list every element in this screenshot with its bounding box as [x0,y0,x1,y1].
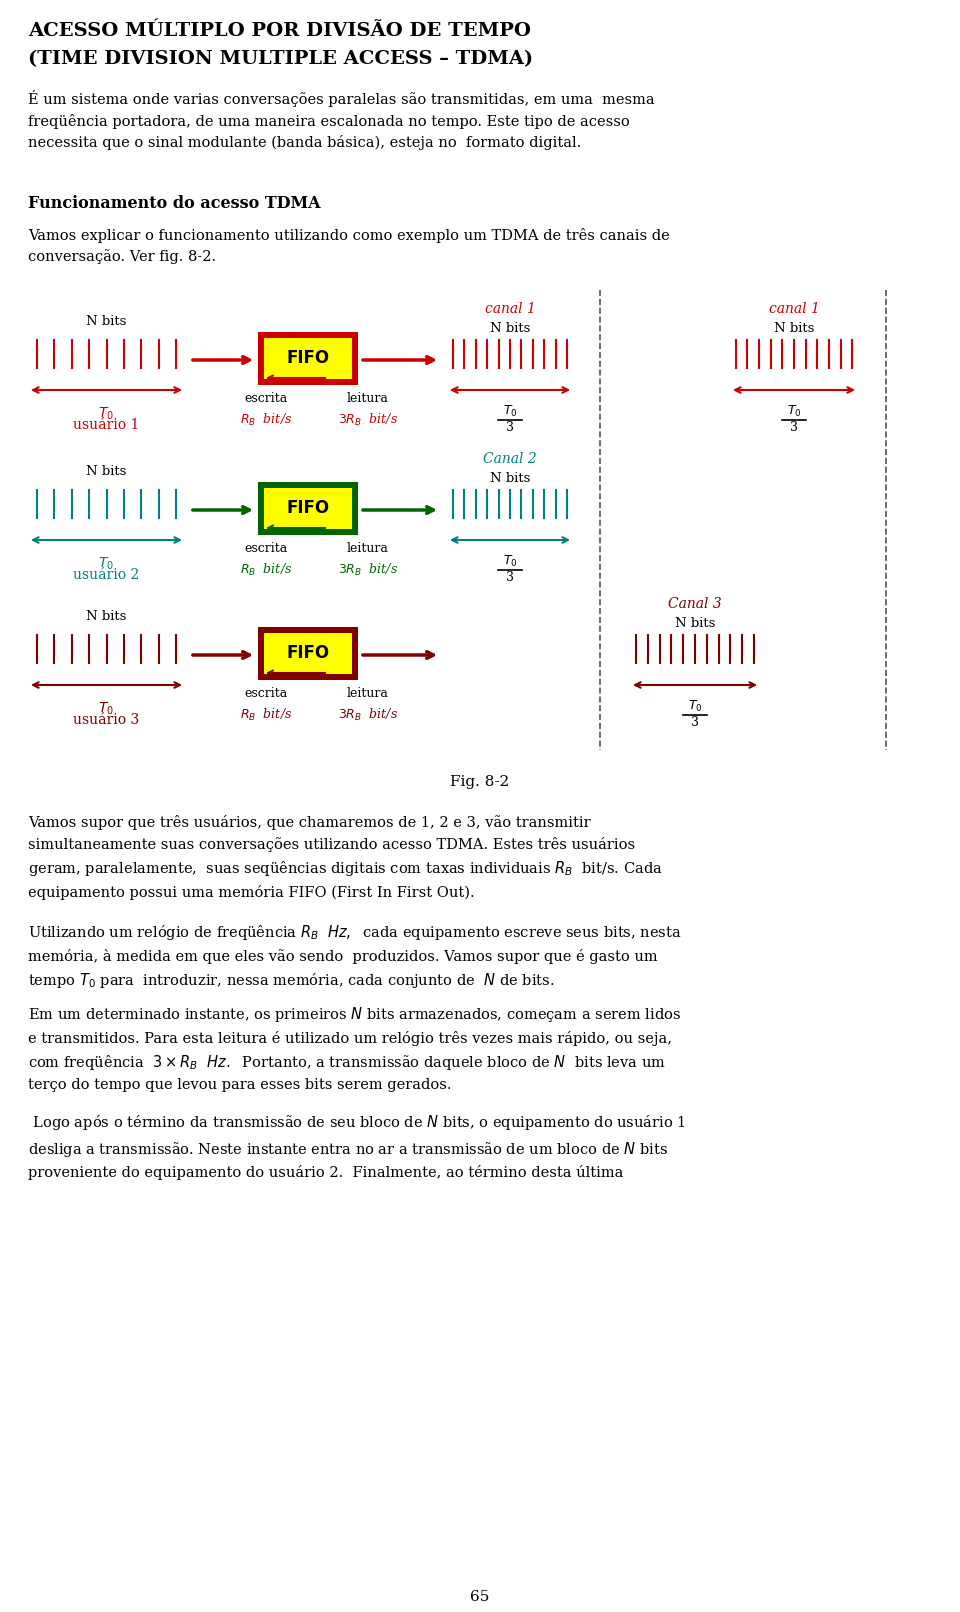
Text: $T_0$: $T_0$ [503,555,517,569]
Text: $T_0$: $T_0$ [503,405,517,419]
Text: FIFO: FIFO [286,350,329,368]
Text: (TIME DIVISION MULTIPLE ACCESS – TDMA): (TIME DIVISION MULTIPLE ACCESS – TDMA) [28,50,533,68]
Text: N bits: N bits [85,609,126,622]
Bar [264,488,352,529]
Text: 3: 3 [790,421,798,434]
Text: Funcionamento do acesso TDMA: Funcionamento do acesso TDMA [28,195,321,213]
Text: N bits: N bits [85,464,126,479]
Text: FIFO: FIFO [286,645,329,663]
Text: escrita: escrita [245,542,288,555]
Text: É um sistema onde varias conversações paralelas são transmitidas, em uma  mesma
: É um sistema onde varias conversações pa… [28,90,655,150]
Text: canal 1: canal 1 [769,301,820,316]
Text: escrita: escrita [245,687,288,700]
Text: Logo após o término da transmissão de seu bloco de $N$ bits, o equipamento do us: Logo após o término da transmissão de se… [28,1112,685,1180]
Text: 3: 3 [506,571,514,584]
Text: N bits: N bits [490,472,530,485]
Bar [258,482,358,535]
Text: $T_0$: $T_0$ [687,700,703,714]
Text: $R_B$  bit/s: $R_B$ bit/s [240,413,292,429]
Text: $T_0$: $T_0$ [98,406,114,422]
Text: usuário 2: usuário 2 [73,567,139,582]
Text: $3R_B$  bit/s: $3R_B$ bit/s [338,563,398,579]
Text: Canal 2: Canal 2 [483,451,537,466]
Bar [258,627,358,680]
Text: Vamos supor que três usuários, que chamaremos de 1, 2 e 3, vão transmitir
simult: Vamos supor que três usuários, que chama… [28,816,662,899]
Text: $T_0$: $T_0$ [98,701,114,717]
Text: usuário 1: usuário 1 [73,418,139,432]
Text: Fig. 8-2: Fig. 8-2 [450,775,510,788]
Text: $R_B$  bit/s: $R_B$ bit/s [240,708,292,724]
Text: leitura: leitura [348,542,389,555]
Text: $T_0$: $T_0$ [786,405,802,419]
Text: FIFO: FIFO [286,500,329,517]
Text: $3R_B$  bit/s: $3R_B$ bit/s [338,413,398,429]
Bar [264,339,352,379]
Text: $3R_B$  bit/s: $3R_B$ bit/s [338,708,398,724]
Text: Vamos explicar o funcionamento utilizando como exemplo um TDMA de três canais de: Vamos explicar o funcionamento utilizand… [28,227,670,264]
Text: Utilizando um relógio de freqüência $R_B$  $Hz,$  cada equipamento escreve seus : Utilizando um relógio de freqüência $R_B… [28,924,682,990]
Text: N bits: N bits [675,617,715,630]
Text: leitura: leitura [348,392,389,405]
Text: escrita: escrita [245,392,288,405]
Text: N bits: N bits [490,322,530,335]
Text: leitura: leitura [348,687,389,700]
Bar [258,332,358,385]
Text: 65: 65 [470,1589,490,1604]
Text: Em um determinado instante, os primeiros $N$ bits armazenados, começam a serem l: Em um determinado instante, os primeiros… [28,1004,682,1093]
Text: ACESSO MÚLTIPLO POR DIVISÃO DE TEMPO: ACESSO MÚLTIPLO POR DIVISÃO DE TEMPO [28,23,531,40]
Text: $T_0$: $T_0$ [98,556,114,572]
Text: 3: 3 [691,716,699,729]
Bar [264,634,352,674]
Text: 3: 3 [506,421,514,434]
Text: $R_B$  bit/s: $R_B$ bit/s [240,563,292,579]
Text: N bits: N bits [774,322,814,335]
Text: Canal 3: Canal 3 [668,596,722,611]
Text: usuário 3: usuário 3 [73,713,139,727]
Text: canal 1: canal 1 [485,301,536,316]
Text: N bits: N bits [85,314,126,327]
